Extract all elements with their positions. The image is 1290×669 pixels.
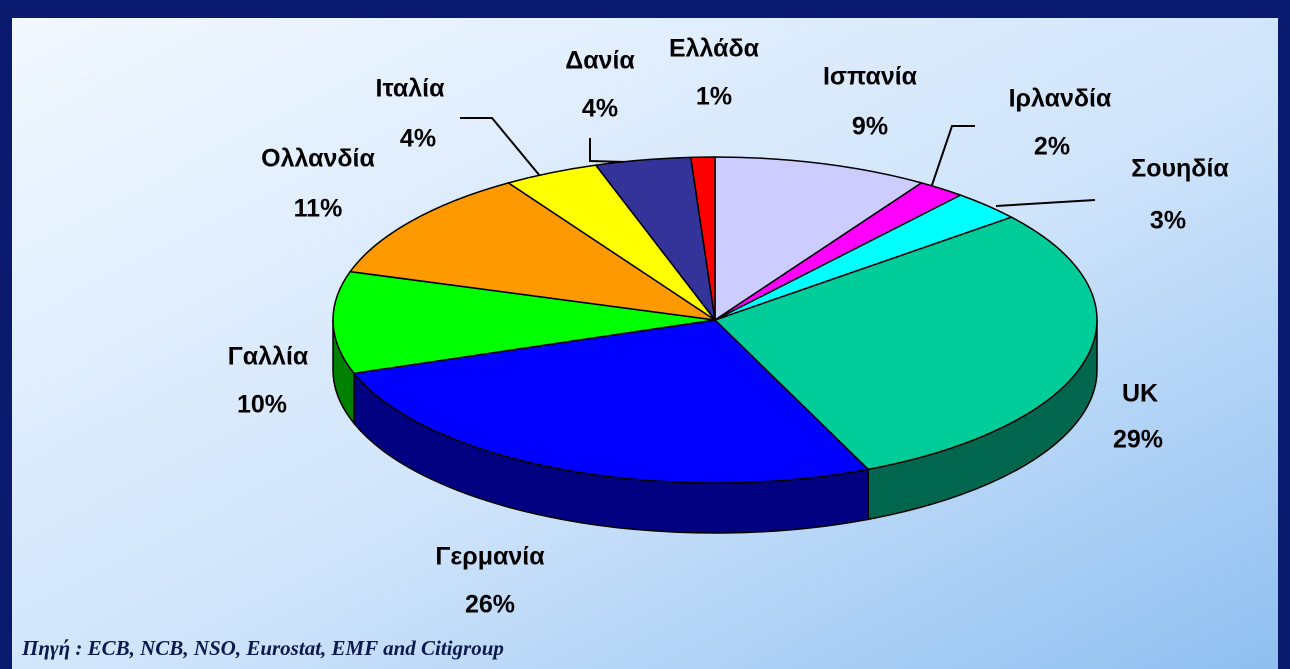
leader-line [589, 138, 627, 163]
slice [348, 182, 716, 321]
leader-line [460, 117, 541, 177]
slice [713, 216, 1098, 471]
slice-value-label: 1% [696, 83, 732, 111]
slice-value-label: 26% [465, 591, 515, 619]
slice-label: Ολλανδία [261, 145, 375, 173]
slice-value-label: 4% [400, 125, 436, 153]
leader-line [930, 125, 975, 189]
slice-value-label: 4% [582, 95, 618, 123]
slice-label: Γαλλία [228, 343, 309, 371]
slice-value-label: 9% [852, 113, 888, 141]
slice [352, 319, 870, 484]
slice [332, 270, 716, 375]
slice-label: UK [1122, 380, 1158, 408]
slice-value-label: 29% [1113, 426, 1163, 454]
slice-value-label: 11% [294, 195, 343, 223]
slice-label: Δανία [565, 47, 635, 75]
slice-value-label: 2% [1034, 133, 1070, 161]
slice-label: Σουηδία [1131, 155, 1229, 183]
slice-label: Ελλάδα [669, 35, 760, 63]
slice [714, 156, 924, 322]
slice-value-label: 10% [237, 391, 287, 419]
source-note: Πηγή : ECB, NCB, NSO, Eurostat, EMF and … [21, 636, 504, 660]
slice-value-label: 3% [1150, 207, 1186, 235]
leader-lines [460, 117, 1096, 207]
slice-label: Γερμανία [435, 543, 545, 571]
slice-label: Ιταλία [376, 75, 446, 103]
slice [689, 156, 716, 321]
pie [332, 156, 1098, 534]
slice-label: Ιρλανδία [1009, 85, 1112, 113]
slice-label: Ισπανία [823, 63, 918, 91]
leader-line [995, 199, 1096, 207]
